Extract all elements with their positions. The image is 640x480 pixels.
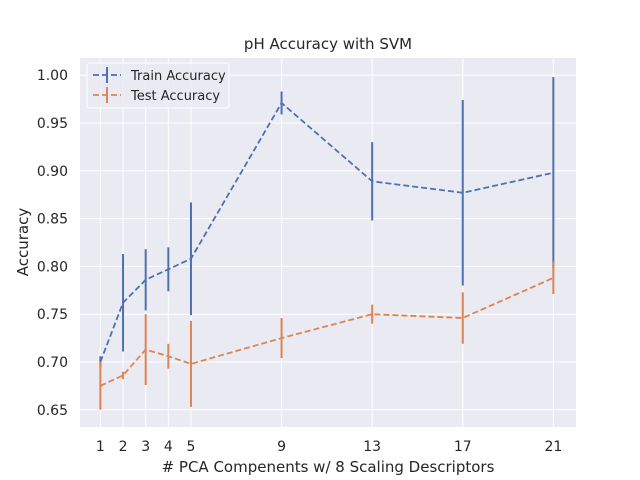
series-train xyxy=(99,77,555,368)
series-line xyxy=(100,277,554,387)
y-tick-label: 0.65 xyxy=(37,403,68,419)
legend-label: Train Accuracy xyxy=(130,69,226,84)
y-tick-label: 1.00 xyxy=(37,68,68,84)
x-tick-label: 21 xyxy=(544,439,562,455)
x-tick-label: 13 xyxy=(363,439,381,455)
x-axis-label: # PCA Compenents w/ 8 Scaling Descriptor… xyxy=(162,458,495,476)
x-tick-label: 3 xyxy=(141,439,150,455)
y-tick-label: 0.80 xyxy=(37,259,68,275)
series-test xyxy=(99,261,555,410)
chart-title: pH Accuracy with SVM xyxy=(244,35,412,53)
legend-box xyxy=(86,62,230,109)
y-tick-label: 0.90 xyxy=(37,164,68,180)
grid xyxy=(80,58,576,427)
x-tick-label: 4 xyxy=(164,439,173,455)
y-tick-label: 0.70 xyxy=(37,355,68,371)
y-tick-labels: 0.65 0.70 0.75 0.80 0.85 0.90 0.95 1.00 xyxy=(37,68,68,419)
legend-entry: Test Accuracy xyxy=(93,87,220,104)
x-tick-labels: 1 2 3 4 5 9 13 17 21 xyxy=(96,439,562,455)
legend-entry: Train Accuracy xyxy=(93,67,226,84)
x-tick-label: 9 xyxy=(277,439,286,455)
y-tick-label: 0.75 xyxy=(37,307,68,323)
y-tick-label: 0.95 xyxy=(37,116,68,132)
x-tick-label: 17 xyxy=(454,439,472,455)
x-tick-label: 5 xyxy=(187,439,196,455)
legend-label: Test Accuracy xyxy=(130,89,220,104)
series-layer xyxy=(99,77,555,410)
legend: Train Accuracy Test Accuracy xyxy=(86,62,230,109)
x-tick-label: 2 xyxy=(119,439,128,455)
x-tick-label: 1 xyxy=(96,439,105,455)
plot-background xyxy=(80,58,576,427)
y-axis-label: Accuracy xyxy=(14,208,32,277)
y-tick-label: 0.85 xyxy=(37,212,68,228)
